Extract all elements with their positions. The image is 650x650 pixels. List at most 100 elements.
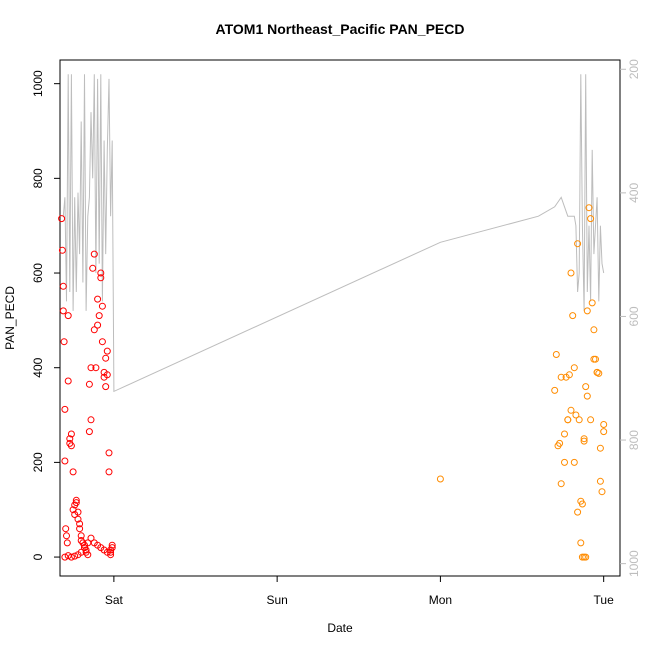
red-point <box>64 552 72 560</box>
red-point <box>64 312 72 320</box>
orange-point <box>590 326 598 334</box>
orange-point <box>580 437 588 445</box>
y2-tick-label-1000: 1000 <box>627 550 641 577</box>
x-tick-label-sun: Sun <box>266 593 287 607</box>
red-point <box>63 539 71 547</box>
red-point <box>67 442 75 450</box>
x-axis-label: Date <box>327 621 353 635</box>
orange-point <box>551 386 559 394</box>
red-point <box>63 532 70 540</box>
gray-line-layer <box>62 74 605 393</box>
orange-point <box>590 355 598 363</box>
red-point <box>90 250 98 258</box>
orange-point <box>600 421 608 428</box>
red-point <box>94 321 102 329</box>
red-point <box>59 307 67 315</box>
red-point <box>66 435 74 443</box>
red-point <box>107 548 115 556</box>
orange-point <box>583 307 591 315</box>
red-point <box>72 496 80 504</box>
orange-point <box>595 369 603 377</box>
red-point <box>105 468 113 476</box>
chart-title: ATOM1 Northeast_Pacific PAN_PECD <box>216 21 465 37</box>
y-tick-label-200: 200 <box>31 452 45 472</box>
red-point <box>69 468 77 476</box>
red-point <box>89 264 97 272</box>
red-point <box>103 371 111 379</box>
red-point <box>103 347 111 355</box>
orange-point <box>556 439 564 447</box>
red-point <box>102 383 110 391</box>
orange-point <box>598 488 606 496</box>
orange-point <box>570 458 578 466</box>
orange-point <box>561 430 568 438</box>
orange-point <box>587 215 595 223</box>
y-axis-left: 0 200 400 600 800 1000 <box>31 70 60 560</box>
red-point <box>92 364 100 372</box>
y-tick-label-800: 800 <box>31 168 45 188</box>
red-point <box>61 457 69 465</box>
orange-point <box>565 371 573 379</box>
orange-point <box>569 312 577 320</box>
red-point <box>87 364 95 372</box>
red-point <box>108 541 116 549</box>
red-point <box>59 282 67 290</box>
red-point <box>97 274 105 282</box>
orange-point <box>567 269 575 277</box>
y2-tick-label-800: 800 <box>627 430 641 450</box>
red-point <box>105 449 113 457</box>
y-tick-label-1000: 1000 <box>31 70 45 97</box>
y-axis-right: 200 400 600 800 1000 <box>620 59 641 577</box>
orange-point <box>593 368 601 376</box>
red-point <box>76 525 84 533</box>
red-point <box>102 354 110 362</box>
orange-point <box>582 383 590 391</box>
red-point <box>98 338 106 346</box>
red-point <box>87 416 95 424</box>
orange-point <box>575 416 583 424</box>
orange-point <box>557 373 565 381</box>
red-point <box>74 508 82 516</box>
orange-point <box>567 406 575 414</box>
red-point <box>81 544 88 552</box>
orange-point <box>577 539 585 547</box>
orange-point <box>583 392 591 400</box>
red-point <box>95 312 103 320</box>
red-point <box>108 544 116 552</box>
red-point <box>85 380 93 388</box>
points-layer <box>58 204 608 561</box>
x-tick-label-tue: Tue <box>594 593 615 607</box>
orange-point <box>600 428 608 436</box>
y-tick-label-400: 400 <box>31 357 45 377</box>
orange-point <box>557 480 565 488</box>
red-point <box>74 515 82 523</box>
red-point <box>85 428 93 436</box>
y2-tick-label-400: 400 <box>627 183 641 203</box>
y-axis-label: PAN_PECD <box>3 286 17 350</box>
red-point <box>67 553 75 561</box>
red-point <box>98 302 106 310</box>
orange-point <box>564 416 572 424</box>
red-point <box>97 269 105 277</box>
orange-point <box>596 477 604 485</box>
red-point <box>71 552 79 560</box>
red-point <box>94 295 102 303</box>
red-point <box>72 499 80 507</box>
red-point <box>77 548 85 556</box>
red-point <box>58 215 66 223</box>
red-point <box>84 551 92 559</box>
orange-point <box>561 458 568 466</box>
red-point <box>76 520 84 528</box>
red-point <box>62 525 70 533</box>
red-point <box>87 534 95 542</box>
title-text: ATOM1 Northeast_Pacific PAN_PECD <box>216 21 465 37</box>
orange-point <box>578 500 586 508</box>
red-point <box>60 338 68 346</box>
y2-tick-label-200: 200 <box>627 59 641 79</box>
red-point <box>77 532 85 540</box>
x-axis: Sat Sun Mon Tue <box>105 576 614 607</box>
orange-point <box>574 508 582 516</box>
red-point <box>61 405 69 413</box>
orange-point <box>436 475 444 483</box>
